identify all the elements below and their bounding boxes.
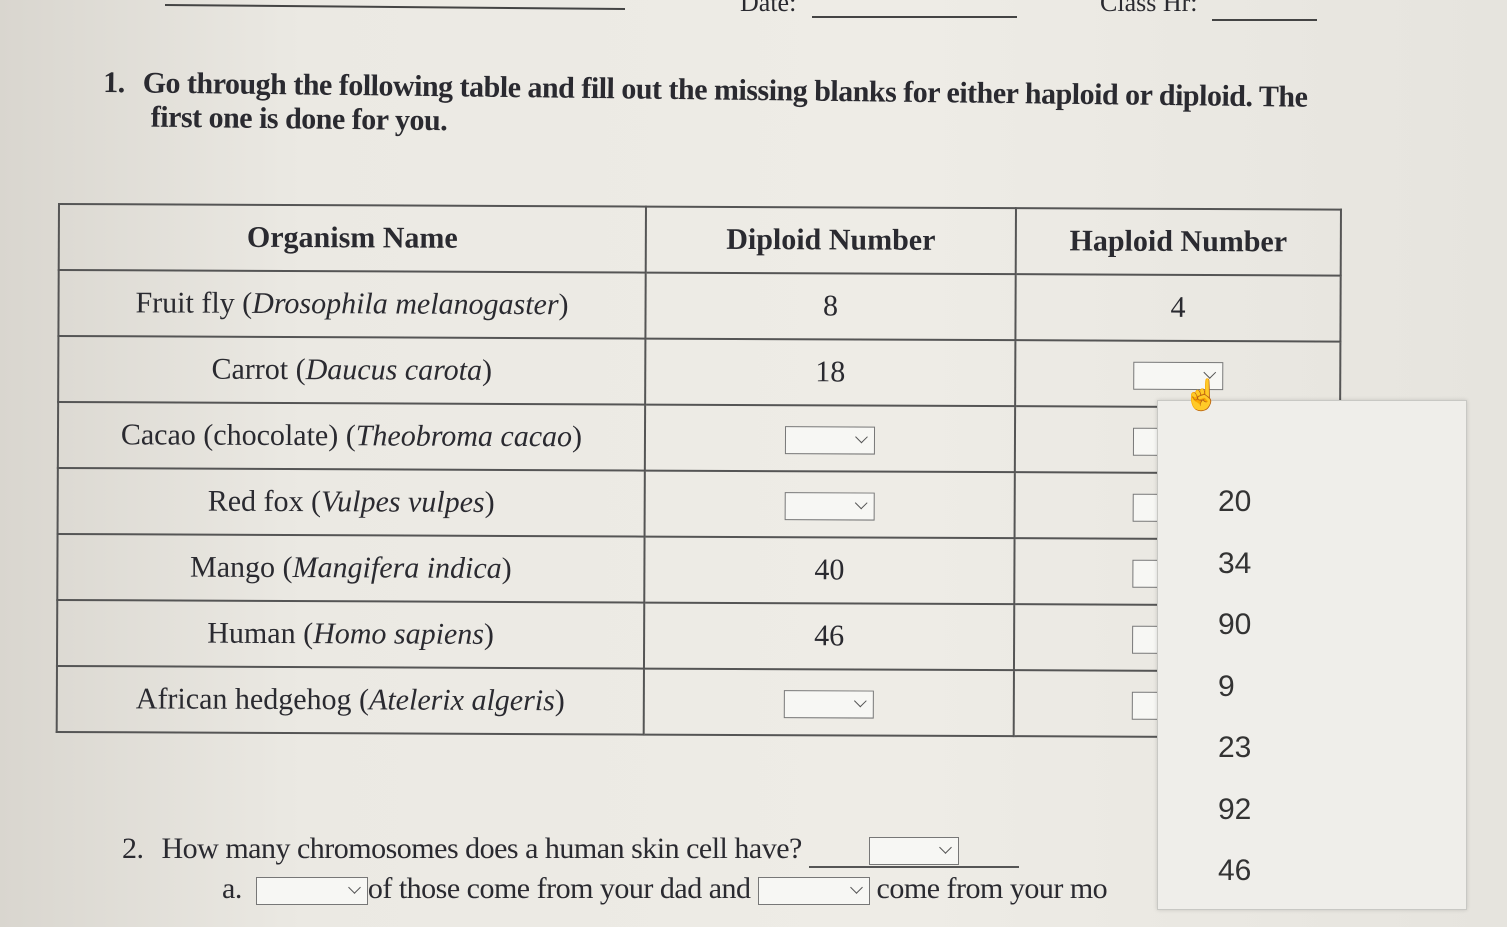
- dropdown-option[interactable]: 9: [1218, 669, 1235, 703]
- scientific-name: Mangifera indica: [292, 551, 502, 585]
- skin-cell-dropdown[interactable]: [868, 837, 959, 866]
- diploid-cell: [644, 470, 1015, 539]
- paren: ): [554, 684, 565, 718]
- diploid-cell: 46: [643, 602, 1015, 671]
- question-2a-text-2: come from your mo: [876, 872, 1108, 905]
- diploid-value: 8: [822, 289, 839, 323]
- common-name: Human (: [207, 616, 314, 651]
- question-1: 1. Go through the following table and fil…: [103, 66, 1308, 149]
- dropdown-option[interactable]: 46: [1218, 854, 1252, 887]
- common-name: African hedgehog (: [135, 682, 370, 717]
- scientific-name: Homo sapiens: [313, 617, 485, 651]
- diploid-value: 18: [815, 355, 846, 389]
- chromosome-table: Organism Name Diploid Number Haploid Num…: [56, 203, 1342, 739]
- dropdown-option[interactable]: 20: [1218, 485, 1252, 518]
- diploid-cell: 8: [645, 272, 1016, 341]
- diploid-cell: 40: [644, 536, 1015, 605]
- dropdown-option[interactable]: 34: [1218, 546, 1252, 580]
- haploid-cell: [1015, 340, 1341, 408]
- diploid-value: 40: [814, 553, 845, 587]
- diploid-dropdown[interactable]: [783, 690, 874, 719]
- question-2-text: How many chromosomes does a human skin c…: [161, 832, 803, 865]
- paren: ): [572, 420, 583, 454]
- scientific-name: Daucus carota: [305, 353, 483, 387]
- dropdown-options-list[interactable]: 20 34 90 9 23 92 46: [1157, 400, 1467, 910]
- diploid-cell: [643, 668, 1014, 737]
- paren: ): [481, 353, 493, 387]
- table-row: Mango (Mangifera indica) 40: [57, 534, 1340, 606]
- diploid-cell: 18: [645, 338, 1016, 407]
- organism-name: Cacao (chocolate) (Theobroma cacao): [57, 402, 646, 471]
- question-1-number: 1.: [103, 66, 125, 100]
- question-2-number: 2.: [122, 832, 144, 865]
- organism-name: Red fox (Vulpes vulpes): [57, 468, 645, 537]
- scientific-name: Drosophila melanogaster: [252, 286, 559, 322]
- class-hour-label: Class Hr:: [1100, 0, 1198, 17]
- table-row: Fruit fly (Drosophila melanogaster) 8 4: [58, 270, 1341, 342]
- paren: ): [483, 617, 495, 651]
- organism-name: Human (Homo sapiens): [56, 600, 645, 669]
- diploid-cell: [644, 404, 1016, 473]
- date-label: Date:: [740, 0, 797, 17]
- diploid-dropdown[interactable]: [784, 426, 876, 455]
- dropdown-option[interactable]: 90: [1218, 608, 1252, 641]
- common-name: Carrot (: [211, 352, 306, 387]
- question-2a-label: a.: [222, 872, 242, 905]
- dropdown-option[interactable]: 92: [1218, 792, 1252, 826]
- dad-dropdown[interactable]: [255, 877, 368, 906]
- header-haploid: Haploid Number: [1015, 208, 1341, 276]
- mom-dropdown[interactable]: [757, 877, 870, 906]
- paren: ): [558, 288, 569, 322]
- header-diploid: Diploid Number: [645, 206, 1016, 275]
- scientific-name: Vulpes vulpes: [320, 485, 485, 519]
- question-2a: a. of those come from your dad and come f…: [222, 872, 1108, 906]
- table-row: Red fox (Vulpes vulpes): [57, 468, 1340, 540]
- paren: ): [484, 485, 495, 519]
- date-blank: [812, 16, 1017, 18]
- common-name: Mango (: [190, 550, 293, 585]
- paren: ): [501, 551, 512, 585]
- diploid-value: 46: [814, 619, 845, 653]
- common-name: Red fox (: [207, 484, 322, 519]
- name-blank: [165, 3, 625, 11]
- dropdown-option[interactable]: 23: [1218, 731, 1252, 764]
- table-row: Cacao (chocolate) (Theobroma cacao): [57, 402, 1341, 474]
- organism-name: Carrot (Daucus carota): [58, 336, 646, 405]
- organism-name: African hedgehog (Atelerix algeris): [56, 665, 644, 735]
- organism-name: Mango (Mangifera indica): [57, 534, 645, 603]
- hand-cursor-icon: ☝: [1183, 379, 1221, 412]
- scientific-name: Theobroma cacao: [355, 419, 573, 454]
- table-row: African hedgehog (Atelerix algeris): [56, 665, 1339, 738]
- common-name: Cacao (chocolate) (: [120, 418, 356, 453]
- header-organism: Organism Name: [58, 204, 646, 273]
- question-2a-text-1: of those come from your dad and: [367, 872, 751, 905]
- question-1-text-2: first one is done for you.: [150, 100, 448, 138]
- organism-name: Fruit fly (Drosophila melanogaster): [58, 270, 646, 339]
- class-hour-blank: [1212, 19, 1317, 21]
- table-row: Carrot (Daucus carota) 18: [58, 336, 1341, 408]
- table-header-row: Organism Name Diploid Number Haploid Num…: [58, 204, 1341, 276]
- scientific-name: Atelerix algeris: [368, 683, 555, 718]
- question-2: 2. How many chromosomes does a human skin…: [122, 832, 1019, 868]
- diploid-dropdown[interactable]: [784, 492, 875, 521]
- haploid-cell: 4: [1015, 274, 1341, 342]
- common-name: Fruit fly (: [135, 286, 253, 320]
- table-row: Human (Homo sapiens) 46: [56, 600, 1340, 672]
- haploid-value: 4: [1170, 290, 1186, 324]
